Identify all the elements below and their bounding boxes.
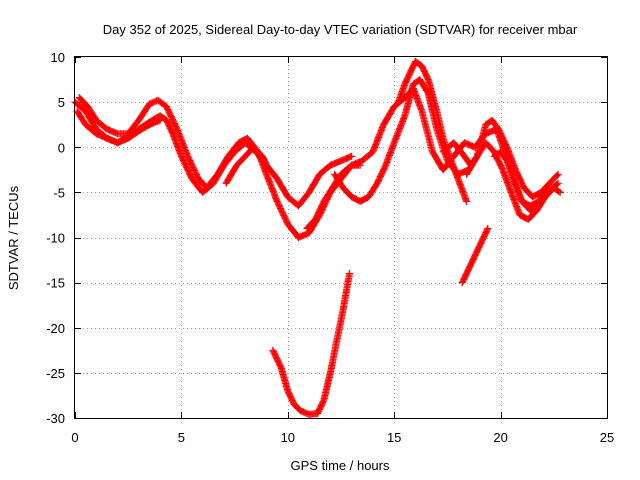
y-tick-label: -10 [46, 231, 65, 246]
data-point [554, 179, 562, 187]
series-arc-a [71, 98, 356, 210]
data-point [541, 188, 549, 196]
y-tick-label: 0 [58, 140, 65, 155]
data-points [71, 58, 564, 418]
series-arc-i [439, 116, 562, 201]
y-tick-label: 10 [51, 50, 65, 65]
x-tick-label: 20 [493, 430, 507, 445]
data-point [156, 116, 164, 124]
series-arc-g [395, 58, 471, 205]
series-arc-d [222, 143, 270, 187]
data-point [553, 172, 561, 179]
x-tick-label: 0 [71, 430, 78, 445]
chart-title: Day 352 of 2025, Sidereal Day-to-day VTE… [103, 22, 578, 37]
series-arc-j [490, 148, 549, 210]
x-tick-label: 15 [387, 430, 401, 445]
x-tick-label: 25 [600, 430, 614, 445]
series-arc-f [331, 76, 473, 205]
series-arc-l [458, 225, 492, 287]
y-tick-label: -5 [53, 185, 65, 200]
grid [75, 57, 607, 418]
series-arc-h [463, 139, 564, 223]
x-tick-label: 10 [281, 430, 295, 445]
data-point [356, 161, 364, 169]
series-arc-k [269, 270, 353, 418]
data-point [348, 152, 356, 160]
data-point [540, 190, 548, 198]
data-point [463, 197, 471, 205]
axes: 0 5 10 15 20 25 10 5 0 -5 -10 -15 -20 -25 -30 [46, 50, 614, 445]
data-point [554, 170, 562, 178]
y-axis-label: SDTVAR / TECUs [6, 185, 21, 290]
data-point [556, 188, 564, 196]
data-point [484, 225, 492, 232]
y-tick-label: -15 [46, 276, 65, 291]
data-point [263, 161, 270, 169]
series-arc-c [73, 107, 164, 147]
data-point [346, 270, 353, 278]
plot-frame [74, 56, 608, 419]
data-point [555, 188, 563, 195]
series-arc-e [303, 161, 364, 232]
y-tick-label: -25 [46, 366, 65, 381]
y-tick-label: -20 [46, 321, 65, 336]
x-tick-label: 5 [178, 430, 185, 445]
y-tick-label: -30 [46, 411, 65, 426]
y-tick-label: 5 [58, 95, 65, 110]
x-axis-label: GPS time / hours [291, 458, 390, 473]
